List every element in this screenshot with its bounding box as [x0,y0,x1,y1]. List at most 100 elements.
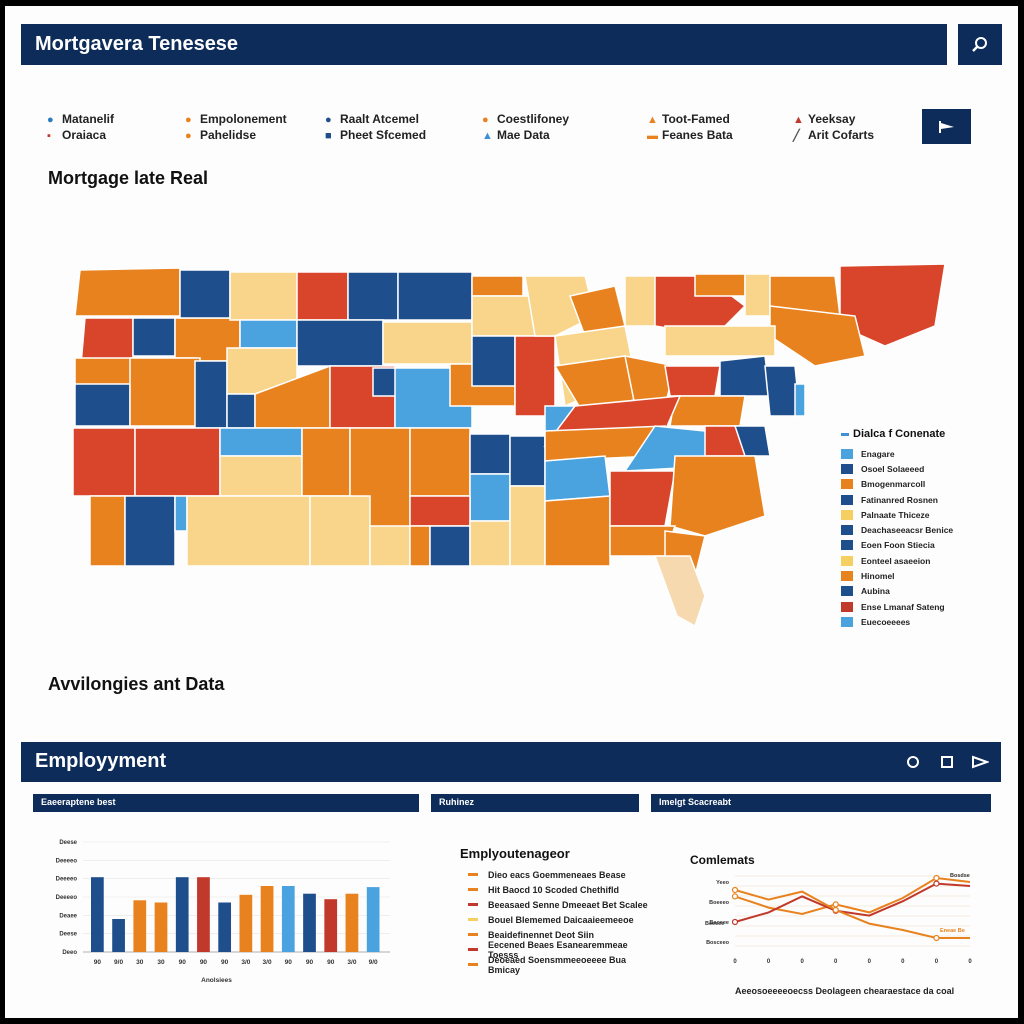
bar[interactable] [197,877,210,952]
availability-section-title: Avvilongies ant Data [48,674,225,694]
employment-list-item[interactable]: Deoeaed Soensmmeeoeeee Bua Bmicay [460,954,660,975]
map-region [89,495,126,567]
map-region [471,295,536,337]
map-region [194,360,228,429]
map-region [744,273,771,317]
legend-marker-icon: ■ [325,130,332,142]
map-region [469,473,511,522]
bar-x-tick-label: 90 [306,959,314,966]
map-region [382,321,473,365]
line-series-label: Eneae Be [940,928,965,934]
top-legend-item[interactable]: ● Empolonement ● Pahelidse [185,112,287,142]
bar[interactable] [91,877,104,952]
choropleth-map[interactable] [65,256,955,636]
top-legend-item[interactable]: ▲ Toot-Famed ▬ Feanes Bata [647,112,733,142]
top-legend-item[interactable]: ● Matanelif ▪ Oraiaca [47,112,115,142]
legend-marker-icon: ▪ [47,130,51,142]
map-legend-item[interactable]: Fatinanred Rosnen [841,492,991,507]
bar[interactable] [239,894,253,952]
map-region [719,355,771,397]
legend-marker-icon: ● [47,114,54,126]
legend-marker-icon: ▬ [647,130,658,142]
bar[interactable] [303,893,316,952]
map-region [72,427,136,497]
line-point[interactable] [731,918,739,926]
square-button[interactable] [932,742,962,782]
map-region [219,427,303,457]
map-legend-item[interactable]: Aubina [841,584,991,599]
search-button[interactable] [958,24,1002,65]
bar[interactable] [112,919,125,952]
top-legend-item[interactable]: ● Coestlifoney ▲ Mae Data [482,112,570,142]
map-region [769,305,866,367]
bar-y-tick-label: Deese [59,932,77,938]
map-legend-item[interactable]: Ense Lmanaf Sateng [841,599,991,614]
map-legend-item[interactable]: Eoen Foon Stiecia [841,538,991,553]
bar-x-tick-label: 30 [136,959,144,966]
employment-list-item[interactable]: Beeasaed Senne Dmeeaet Bet Scalee [460,897,660,912]
employment-list-item[interactable]: Dieo eacs Goemmeneaes Bease [460,867,660,882]
map-region [239,319,298,349]
list-marker-icon [468,888,478,891]
top-legend-item[interactable]: ● Raalt Atcemel ■ Pheet Sfcemed [325,112,427,142]
bar[interactable] [133,900,147,952]
map-region [219,455,303,497]
circle-button[interactable] [898,742,928,782]
bar-x-tick-label: 30 [157,959,165,966]
map-region [664,365,721,397]
bar[interactable] [154,902,168,953]
map-legend-item[interactable]: Eonteel asaeeion [841,553,991,568]
bar[interactable] [218,902,232,953]
top-legend-item[interactable]: ▲ Yeeksay ╱ Arit Cofarts [793,112,875,142]
map-legend-item[interactable]: Bmogenmarcoll [841,477,991,492]
bar[interactable] [324,899,338,952]
line-point[interactable] [731,893,739,900]
line-y-tick-label: Bosceeo [706,940,730,946]
line-point[interactable] [832,901,839,908]
list-item-label: Deoeaed Soensmmeeoeeee Bua Bmicay [488,954,627,975]
employment-header: Employyment [21,742,1001,782]
bar-x-tick-label: 9/0 [114,959,123,966]
map-region [397,271,473,321]
map-legend-item[interactable]: Enagare [841,446,991,461]
bar[interactable] [175,877,189,952]
dashboard-page: Mortgavera Tenesese ● Matanelif ▪ Oraiaca … [5,6,1018,1018]
line-point[interactable] [731,886,739,894]
legend-marker-icon: ● [185,130,192,142]
map-legend-item[interactable]: Osoel Solaeeed [841,461,991,476]
map-legend-item[interactable]: Euecoeeees [841,614,991,629]
map-region [469,433,511,475]
legend-marker-icon: ▲ [647,114,658,126]
legend-marker-icon: ● [482,114,489,126]
line-point[interactable] [933,880,940,887]
bar[interactable] [345,893,359,952]
bar-x-tick-label: 90 [221,959,229,966]
line-y-tick-label: Boeeeo [709,900,730,906]
map-region [653,555,706,628]
line-series[interactable] [734,889,970,939]
legend-marker-icon: ╱ [793,130,800,142]
flag-button[interactable] [922,109,971,144]
bar[interactable] [281,886,295,952]
map-legend-item[interactable]: Palnaate Thiceze [841,507,991,522]
line-point[interactable] [933,874,940,882]
bar[interactable] [260,886,274,952]
play-button[interactable] [965,742,995,782]
map-region [794,383,806,417]
employment-list-item[interactable]: Beaidefinennet Deot Siin [460,927,660,942]
search-icon [972,36,987,52]
bar[interactable] [366,887,380,952]
bar-x-axis-label: Anolsiees [201,977,232,984]
line-series[interactable] [734,882,971,923]
employment-list-item[interactable]: Eecened Beaes Esanearemmeae Toesss [460,940,660,960]
map-legend-item[interactable]: Deachaseeacsr Benice [841,522,991,537]
employment-list-item[interactable]: Hit Baocd 10 Scoded Chethifld [460,882,660,897]
square-icon [941,756,953,768]
map-legend-item[interactable]: Hinomel [841,568,991,583]
list-item-label: Dieo eacs Goemmeneaes Bease [488,869,626,880]
map-region [186,495,311,567]
line-y-tick-label: Baoeee [709,920,729,926]
employment-list-item[interactable]: Bouel Blememed Daicaaieemeeoe [460,912,660,927]
line-point[interactable] [933,934,940,942]
line-point[interactable] [832,906,839,914]
